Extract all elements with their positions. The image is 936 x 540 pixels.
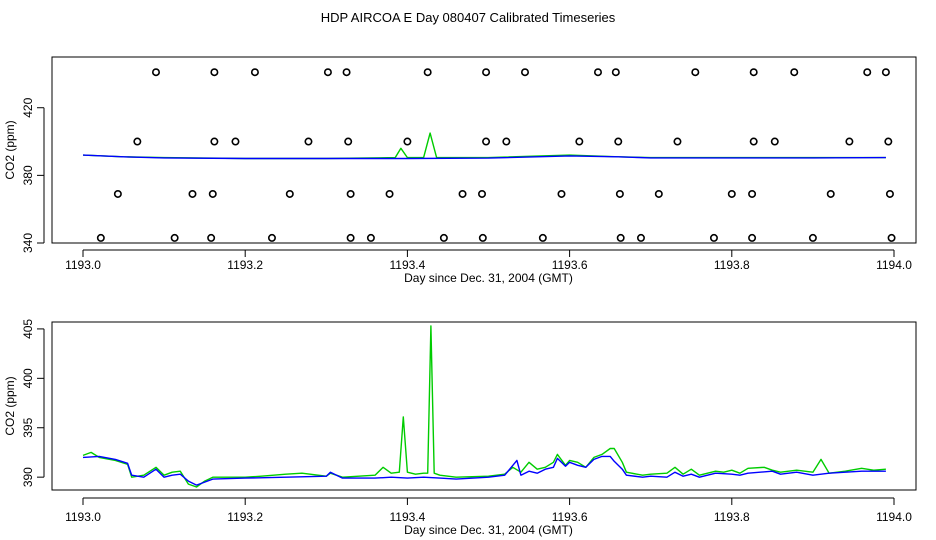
- chart-0-series-0-marker: [366, 233, 375, 242]
- chart-1-y-tick-label: 400: [21, 368, 35, 388]
- chart-0-series-0-marker: [207, 233, 216, 242]
- chart-0-series-0-marker: [502, 137, 511, 146]
- chart-0-series-0-marker: [478, 189, 487, 198]
- chart-0-x-tick-label: 1193.8: [714, 258, 750, 272]
- chart-0-x-tick-label: 1193.0: [65, 258, 101, 272]
- chart-0-series-0-marker: [520, 68, 529, 77]
- chart-0-series-0-marker: [208, 189, 217, 198]
- chart-0-series-0-marker: [636, 233, 645, 242]
- chart-0-series-0-marker: [458, 189, 467, 198]
- chart-0-series-0-marker: [691, 68, 700, 77]
- chart-0-series-0-marker: [285, 189, 294, 198]
- chart-0-x-tick-label: 1193.2: [227, 258, 263, 272]
- chart-0-series-0-marker: [151, 68, 160, 77]
- chart-0-series-0-marker: [748, 189, 757, 198]
- chart-0-series-0-marker: [170, 233, 179, 242]
- chart-0-series-0-marker: [304, 137, 313, 146]
- chart-0-series-0-marker: [826, 189, 835, 198]
- chart-1-y-tick-label: 395: [21, 417, 35, 437]
- chart-1-y-tick-label: 405: [21, 319, 35, 339]
- chart-0-y-tick-label: 420: [21, 97, 35, 117]
- chart-0-series-0-marker: [654, 189, 663, 198]
- panel-bottom: 1193.0 1193.2 1193.4 1193.6 1193.8 1194.0 Day …: [3, 319, 917, 537]
- chart-0-series-0-marker: [727, 189, 736, 198]
- chart-0-series-0-marker: [210, 137, 219, 146]
- chart-0-series-1-line: [82, 132, 886, 160]
- chart-0-series-0-marker: [557, 189, 566, 198]
- chart-0-y-axis-title: CO2 (ppm): [3, 120, 17, 179]
- chart-0-series-0-marker: [611, 68, 620, 77]
- main-title: HDP AIRCOA E Day 080407 Calibrated Times…: [321, 10, 616, 25]
- chart-1-x-tick-label: 1194.0: [876, 510, 912, 524]
- chart-0-x-axis-title: Day since Dec. 31, 2004 (GMT): [404, 271, 573, 285]
- chart-0-series-0-marker: [673, 137, 682, 146]
- chart-0-series-0-marker: [323, 68, 332, 77]
- chart-0-series-0-marker: [748, 233, 757, 242]
- chart-0-plot-frame: [51, 56, 917, 244]
- chart-0-series-0-marker: [885, 189, 894, 198]
- chart-0-series-0-marker: [231, 137, 240, 146]
- chart-0-series-0-marker: [616, 233, 625, 242]
- chart-1-x-tick-label: 1193.8: [714, 510, 750, 524]
- chart-0-series-0-marker: [808, 233, 817, 242]
- chart-0-series-0-marker: [770, 137, 779, 146]
- panel-top: 1193.0 1193.2 1193.4 1193.6 1193.8 1194.0 Day …: [3, 56, 917, 285]
- chart-0-series-0-marker: [482, 68, 491, 77]
- chart-0-series-0-marker: [538, 233, 547, 242]
- chart-0-series-0-marker: [113, 189, 122, 198]
- chart-0-series-0-marker: [385, 189, 394, 198]
- chart-1-y-tick-label: 390: [21, 467, 35, 487]
- chart-0-series-0-marker: [615, 189, 624, 198]
- chart-0-series-0-marker: [593, 68, 602, 77]
- chart-0-y-tick-label: 380: [21, 165, 35, 185]
- chart-0-x-tick-label: 1193.6: [552, 258, 588, 272]
- chart-0-series-0-marker: [96, 233, 105, 242]
- chart-0-x-tick-label: 1193.4: [389, 258, 425, 272]
- chart-0-series-0-marker: [884, 137, 893, 146]
- chart-0-series-0-marker: [790, 68, 799, 77]
- chart-1-x-tick-label: 1193.2: [227, 510, 263, 524]
- chart-1-series-0-line: [82, 325, 886, 488]
- chart-0-series-0-marker: [346, 233, 355, 242]
- chart-0-series-0-marker: [250, 68, 259, 77]
- chart-0-series-0-marker: [478, 233, 487, 242]
- chart-0-series-0-marker: [575, 137, 584, 146]
- chart-0-series-0-marker: [881, 68, 890, 77]
- chart-0-series-0-marker: [887, 233, 896, 242]
- chart-0-series-0-marker: [342, 68, 351, 77]
- chart-0-series-0-marker: [749, 68, 758, 77]
- chart-1-x-tick-label: 1193.4: [389, 510, 425, 524]
- chart-0-series-0-marker: [845, 137, 854, 146]
- chart-0-series-0-marker: [344, 137, 353, 146]
- chart-0-series-0-marker: [709, 233, 718, 242]
- chart-0-series-0-marker: [614, 137, 623, 146]
- chart-0-series-0-marker: [439, 233, 448, 242]
- chart-0-series-0-marker: [188, 189, 197, 198]
- chart-0-series-0-marker: [423, 68, 432, 77]
- chart-1-x-axis-title: Day since Dec. 31, 2004 (GMT): [404, 523, 573, 537]
- chart-0-series-0-marker: [403, 137, 412, 146]
- chart-0-series-0-marker: [267, 233, 276, 242]
- chart-1-plot-frame: [51, 321, 917, 491]
- chart-0-series-0-marker: [133, 137, 142, 146]
- chart-0-x-tick-label: 1194.0: [876, 258, 912, 272]
- chart-0-y-tick-label: 340: [21, 233, 35, 253]
- chart-1-y-axis-title: CO2 (ppm): [3, 376, 17, 435]
- chart-0-series-0-marker: [482, 137, 491, 146]
- chart-0-series-0-marker: [749, 137, 758, 146]
- chart-0-series-0-marker: [863, 68, 872, 77]
- chart-1-series-1-line: [82, 455, 886, 486]
- chart-0-series-0-marker: [346, 189, 355, 198]
- chart-0-series-2-line: [82, 154, 886, 160]
- chart-1-x-tick-label: 1193.6: [552, 510, 588, 524]
- chart-1-x-tick-label: 1193.0: [65, 510, 101, 524]
- chart-0-series-0-marker: [210, 68, 219, 77]
